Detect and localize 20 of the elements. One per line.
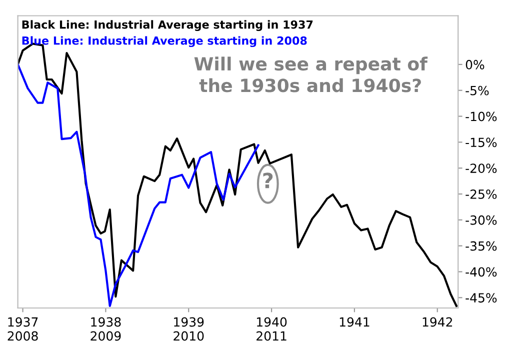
annotation: Will we see a repeat of the 1930s and 1940s? — [194, 56, 428, 92]
y-tick-label: -45% — [466, 293, 497, 303]
y-tick-label: -5% — [466, 86, 489, 96]
series-label: Blue Line: Industrial Average starting in 2008 — [22, 36, 307, 48]
x-tick-label: 1939 2010 — [174, 317, 204, 341]
y-tick-label: -20% — [466, 164, 497, 174]
x-tick-label: 1942 — [422, 317, 452, 327]
y-tick-label: -15% — [466, 138, 497, 148]
x-tick-label: 1940 2011 — [256, 317, 287, 341]
y-tick-label: -30% — [466, 215, 497, 225]
series-label: Black Line: Industrial Average starting in 1937 — [22, 20, 313, 31]
y-tick-label: -35% — [466, 241, 497, 251]
x-tick-label: 1938 2009 — [90, 317, 121, 341]
x-tick-label: 1937 2008 — [8, 317, 38, 341]
y-tick-label: -10% — [466, 112, 497, 122]
y-tick-label: -40% — [466, 267, 497, 277]
y-tick-label: -25% — [466, 189, 497, 199]
annotation: ? — [263, 172, 273, 188]
y-tick-label: 0% — [466, 60, 484, 70]
x-tick-label: 1941 — [340, 317, 370, 327]
